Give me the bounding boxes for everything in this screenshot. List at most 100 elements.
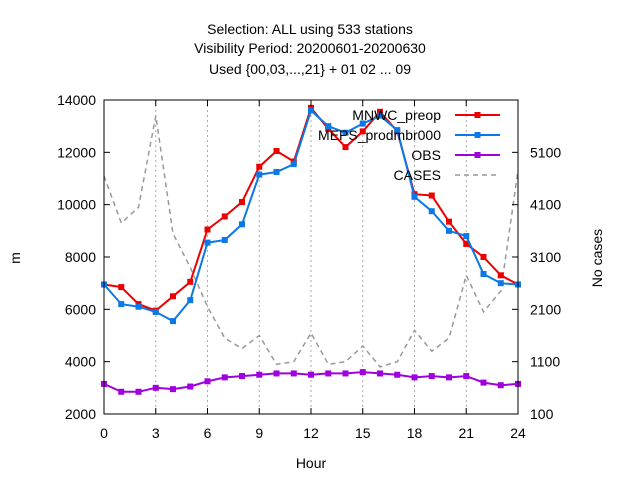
y-tick-label: 6000 xyxy=(65,301,96,317)
data-point-obs xyxy=(394,371,401,378)
data-point-mnwc-preop xyxy=(204,226,211,233)
data-point-meps-prodmbr000 xyxy=(273,168,280,175)
data-point-obs xyxy=(170,386,176,393)
data-point-meps-prodmbr000 xyxy=(428,208,435,215)
data-point-meps-prodmbr000 xyxy=(446,227,452,234)
grid-layer xyxy=(155,100,467,414)
data-point-meps-prodmbr000 xyxy=(359,120,366,127)
legend-marker-meps-prodmbr000 xyxy=(474,132,481,138)
data-point-mnwc-preop xyxy=(239,199,245,206)
legend-label-meps-prodmbr000: MEPS_prodmbr000 xyxy=(318,127,441,143)
y2-tick-label: 1100 xyxy=(530,354,560,370)
data-point-obs xyxy=(411,374,418,381)
legend-label-mnwc-preop: MNWC_preop xyxy=(352,107,441,123)
data-point-meps-prodmbr000 xyxy=(463,233,470,240)
data-point-meps-prodmbr000 xyxy=(135,303,142,310)
data-point-meps-prodmbr000 xyxy=(118,301,125,308)
y2-tick-label: 2100 xyxy=(530,301,561,317)
data-point-obs xyxy=(480,379,487,386)
title-line-2: Visibility Period: 20200601-20200630 xyxy=(194,40,426,56)
x-tick-label: 24 xyxy=(510,425,526,441)
chart-title: Selection: ALL using 533 stations Visibi… xyxy=(194,21,426,77)
data-point-obs xyxy=(273,370,280,377)
data-point-meps-prodmbr000 xyxy=(411,193,418,200)
data-point-obs xyxy=(497,382,504,389)
data-point-mnwc-preop xyxy=(342,144,349,151)
x-tick-label: 3 xyxy=(152,425,160,441)
y2-tick-label: 3100 xyxy=(530,249,561,265)
data-point-mnwc-preop xyxy=(359,128,366,135)
data-point-obs xyxy=(239,373,245,380)
tick-layer: 0 3 6 9 12 15 18 21 24 2000 4000 6000 8000 10000 12000… xyxy=(57,92,561,441)
x-axis-label: Hour xyxy=(296,455,327,471)
data-point-obs xyxy=(428,373,435,380)
data-point-obs xyxy=(187,383,194,390)
data-point-mnwc-preop xyxy=(446,218,452,225)
data-point-mnwc-preop xyxy=(256,163,263,170)
x-tick-label: 18 xyxy=(407,425,423,441)
data-point-mnwc-preop xyxy=(377,108,383,115)
data-point-meps-prodmbr000 xyxy=(204,239,211,246)
data-point-meps-prodmbr000 xyxy=(239,221,245,228)
data-point-obs xyxy=(256,371,263,378)
data-point-obs xyxy=(446,374,452,381)
legend-marker-mnwc-preop xyxy=(474,112,481,118)
data-point-mnwc-preop xyxy=(273,148,280,155)
data-point-obs xyxy=(204,378,211,385)
y-tick-label: 8000 xyxy=(65,249,96,265)
data-point-mnwc-preop xyxy=(480,254,487,260)
legend-label-obs: OBS xyxy=(411,147,441,163)
y-tick-label: 2000 xyxy=(65,406,96,422)
x-tick-label: 9 xyxy=(255,425,263,441)
data-point-obs xyxy=(118,388,125,395)
data-point-mnwc-preop xyxy=(170,293,176,300)
data-point-meps-prodmbr000 xyxy=(221,236,228,243)
x-tick-label: 0 xyxy=(100,425,108,441)
data-point-meps-prodmbr000 xyxy=(342,129,349,136)
data-point-mnwc-preop xyxy=(497,272,504,279)
data-point-meps-prodmbr000 xyxy=(187,297,194,304)
data-point-obs xyxy=(377,370,383,377)
data-point-mnwc-preop xyxy=(428,192,435,199)
y2-tick-label: 4100 xyxy=(530,197,561,213)
data-point-meps-prodmbr000 xyxy=(152,308,159,315)
data-point-meps-prodmbr000 xyxy=(325,123,332,130)
data-point-obs xyxy=(290,370,297,377)
data-point-obs xyxy=(152,384,159,391)
legend-label-cases: CASES xyxy=(394,167,441,183)
data-point-obs xyxy=(325,370,332,377)
x-tick-label: 12 xyxy=(303,425,319,441)
data-point-meps-prodmbr000 xyxy=(480,271,487,278)
data-point-obs xyxy=(135,388,142,395)
y-tick-label: 14000 xyxy=(57,92,96,108)
x-tick-label: 21 xyxy=(458,425,474,441)
data-point-meps-prodmbr000 xyxy=(290,161,297,168)
data-point-meps-prodmbr000 xyxy=(394,127,401,134)
y-tick-label: 10000 xyxy=(57,197,96,213)
x-tick-label: 15 xyxy=(355,425,371,441)
y2-tick-label: 5100 xyxy=(530,144,561,160)
y-axis-label: m xyxy=(7,252,23,264)
y-tick-label: 4000 xyxy=(65,354,96,370)
y-tick-label: 12000 xyxy=(57,144,96,160)
data-point-meps-prodmbr000 xyxy=(377,112,383,119)
data-point-meps-prodmbr000 xyxy=(497,280,504,287)
data-point-mnwc-preop xyxy=(221,213,228,220)
data-point-obs xyxy=(463,373,470,380)
data-point-mnwc-preop xyxy=(118,284,125,291)
legend-marker-obs xyxy=(474,152,481,158)
data-point-obs xyxy=(359,369,366,376)
data-point-meps-prodmbr000 xyxy=(256,171,263,178)
data-point-obs xyxy=(308,371,314,378)
data-point-meps-prodmbr000 xyxy=(308,107,314,114)
y2-axis-label: No cases xyxy=(589,229,605,287)
title-line-1: Selection: ALL using 533 stations xyxy=(207,21,413,37)
data-point-mnwc-preop xyxy=(187,278,194,285)
data-point-meps-prodmbr000 xyxy=(170,318,176,325)
data-point-obs xyxy=(342,370,349,377)
data-point-obs xyxy=(221,374,228,381)
legend: MNWC_preop MEPS_prodmbr000 OBS CASES xyxy=(318,107,500,183)
x-tick-label: 6 xyxy=(204,425,212,441)
data-point-mnwc-preop xyxy=(463,240,470,247)
